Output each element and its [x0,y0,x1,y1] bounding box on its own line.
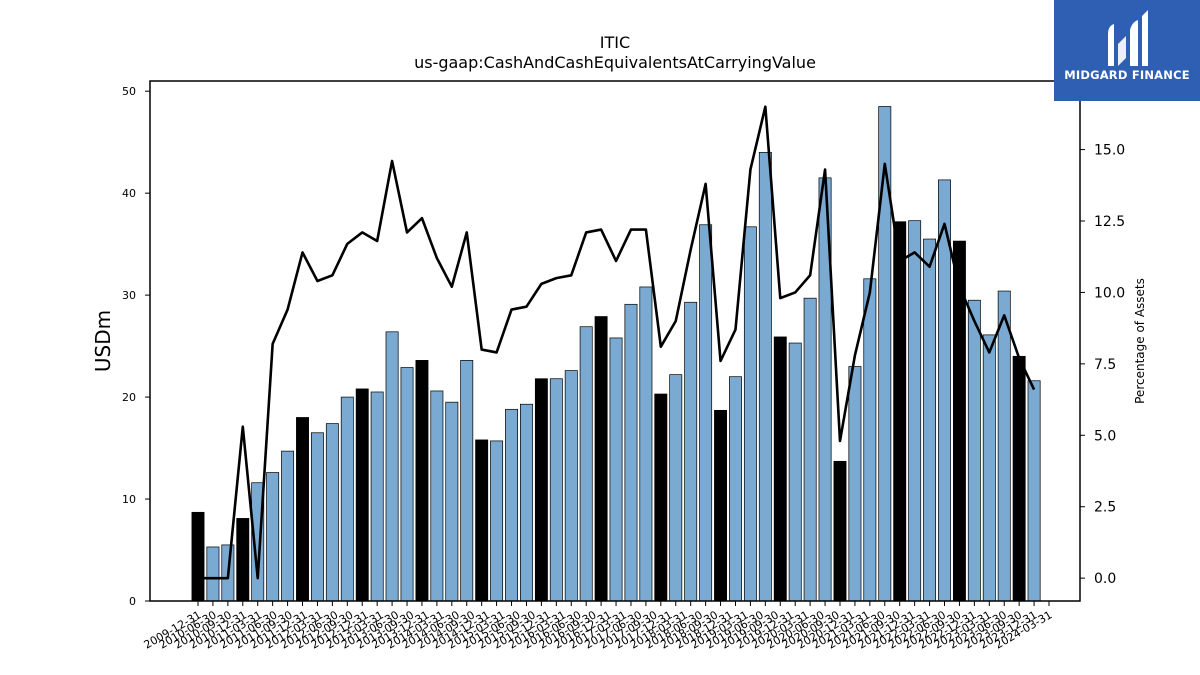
bar-2017-09-30 [654,393,668,602]
bar-2009-12-31 [191,511,205,602]
bar-2015-03-31 [505,408,518,602]
bar-2019-09-30 [773,336,787,602]
bar-2022-03-31 [923,238,937,602]
bar-2017-06-30 [639,286,653,602]
right-tick-label: 0.0 [1094,571,1116,587]
bar-2015-09-30 [534,378,548,602]
right-tick-label: 12.5 [1094,214,1125,230]
bar-2023-09-30 [1012,355,1026,602]
bar-2013-12-31 [430,390,444,602]
line-series [198,105,1036,580]
right-axis-label: Percentage of Assets [1133,278,1147,404]
bar-2023-12-31 [1027,380,1041,602]
bar-2014-06-30 [460,360,474,602]
bar-2016-12-31 [609,337,623,602]
bar-2020-12-31 [848,366,862,602]
bar-2018-09-30 [714,409,728,602]
bar-2021-03-31 [863,278,877,602]
bar-2010-03-31 [206,546,220,602]
bar-2011-06-30 [281,450,295,602]
bar-2014-09-30 [475,439,489,602]
bar-2017-03-31 [624,303,638,602]
bar-2014-12-31 [490,440,504,602]
bar-2012-06-30 [340,396,354,602]
bar-2013-06-30 [400,367,414,602]
bar-2019-03-31 [743,226,757,602]
bar-2012-03-31 [325,423,339,602]
right-tick-label: 10.0 [1094,285,1125,301]
bar-2023-03-31 [982,334,996,602]
right-axis-ticks: 0.0 2.5 5.0 7.5 10.0 12.5 15.0 [1080,143,1125,587]
bar-2012-12-31 [370,391,384,602]
left-tick-label: 30 [122,289,136,302]
logo-text: MIDGARD FINANCE [1064,68,1190,82]
bar-2022-12-31 [967,299,981,602]
right-tick-label: 5.0 [1094,428,1116,444]
bar-2014-03-31 [445,401,459,602]
left-tick-label: 40 [122,187,136,200]
bar-2013-03-31 [385,331,399,602]
bar-2020-09-30 [833,460,847,602]
left-tick-label: 20 [122,391,136,404]
plot-frame [149,80,1081,602]
brand-logo: MIDGARD FINANCE [1054,0,1200,101]
left-tick-label: 0 [129,595,136,608]
bar-2018-12-31 [729,376,742,602]
chart-subtitle: us-gaap:CashAndCashEquivalentsAtCarrying… [414,53,816,72]
bar-2016-09-30 [594,316,608,602]
chart-title: ITIC [600,33,630,52]
bar-2010-09-30 [236,518,250,602]
left-axis-label: USDm [91,310,115,372]
bar-2021-12-31 [908,220,922,602]
left-axis-ticks: 0 10 20 30 40 50 [122,85,150,608]
bar-2019-12-31 [788,342,802,602]
midgard-logo-icon [1108,10,1148,66]
bar-2018-03-31 [684,301,698,602]
bar-2016-06-30 [579,326,593,602]
left-tick-label: 50 [122,85,136,98]
bar-2011-03-31 [266,472,280,602]
bar-2020-03-31 [803,297,817,602]
bar-series [191,106,1041,602]
bar-2013-09-30 [415,360,429,602]
bar-2015-12-31 [549,378,563,602]
right-tick-label: 15.0 [1094,143,1125,159]
bar-2015-06-30 [520,403,533,602]
bar-2011-12-31 [310,432,324,602]
right-tick-label: 7.5 [1094,357,1116,373]
bar-2023-06-30 [997,290,1011,602]
bar-2017-12-31 [669,374,683,602]
bar-2012-09-30 [355,388,369,602]
bar-2018-06-30 [699,224,713,602]
bar-2016-03-31 [564,370,578,602]
right-tick-label: 2.5 [1094,500,1116,516]
x-axis-ticks: 2009-12-312010-06-302010-09-302010-12-31… [142,601,1055,652]
left-tick-label: 10 [122,493,136,506]
percentage-line [198,105,1036,580]
bar-2011-09-30 [296,417,309,602]
bar-2021-06-30 [878,106,892,602]
bar-2021-09-30 [893,221,907,602]
bar-2019-06-30 [758,152,772,602]
